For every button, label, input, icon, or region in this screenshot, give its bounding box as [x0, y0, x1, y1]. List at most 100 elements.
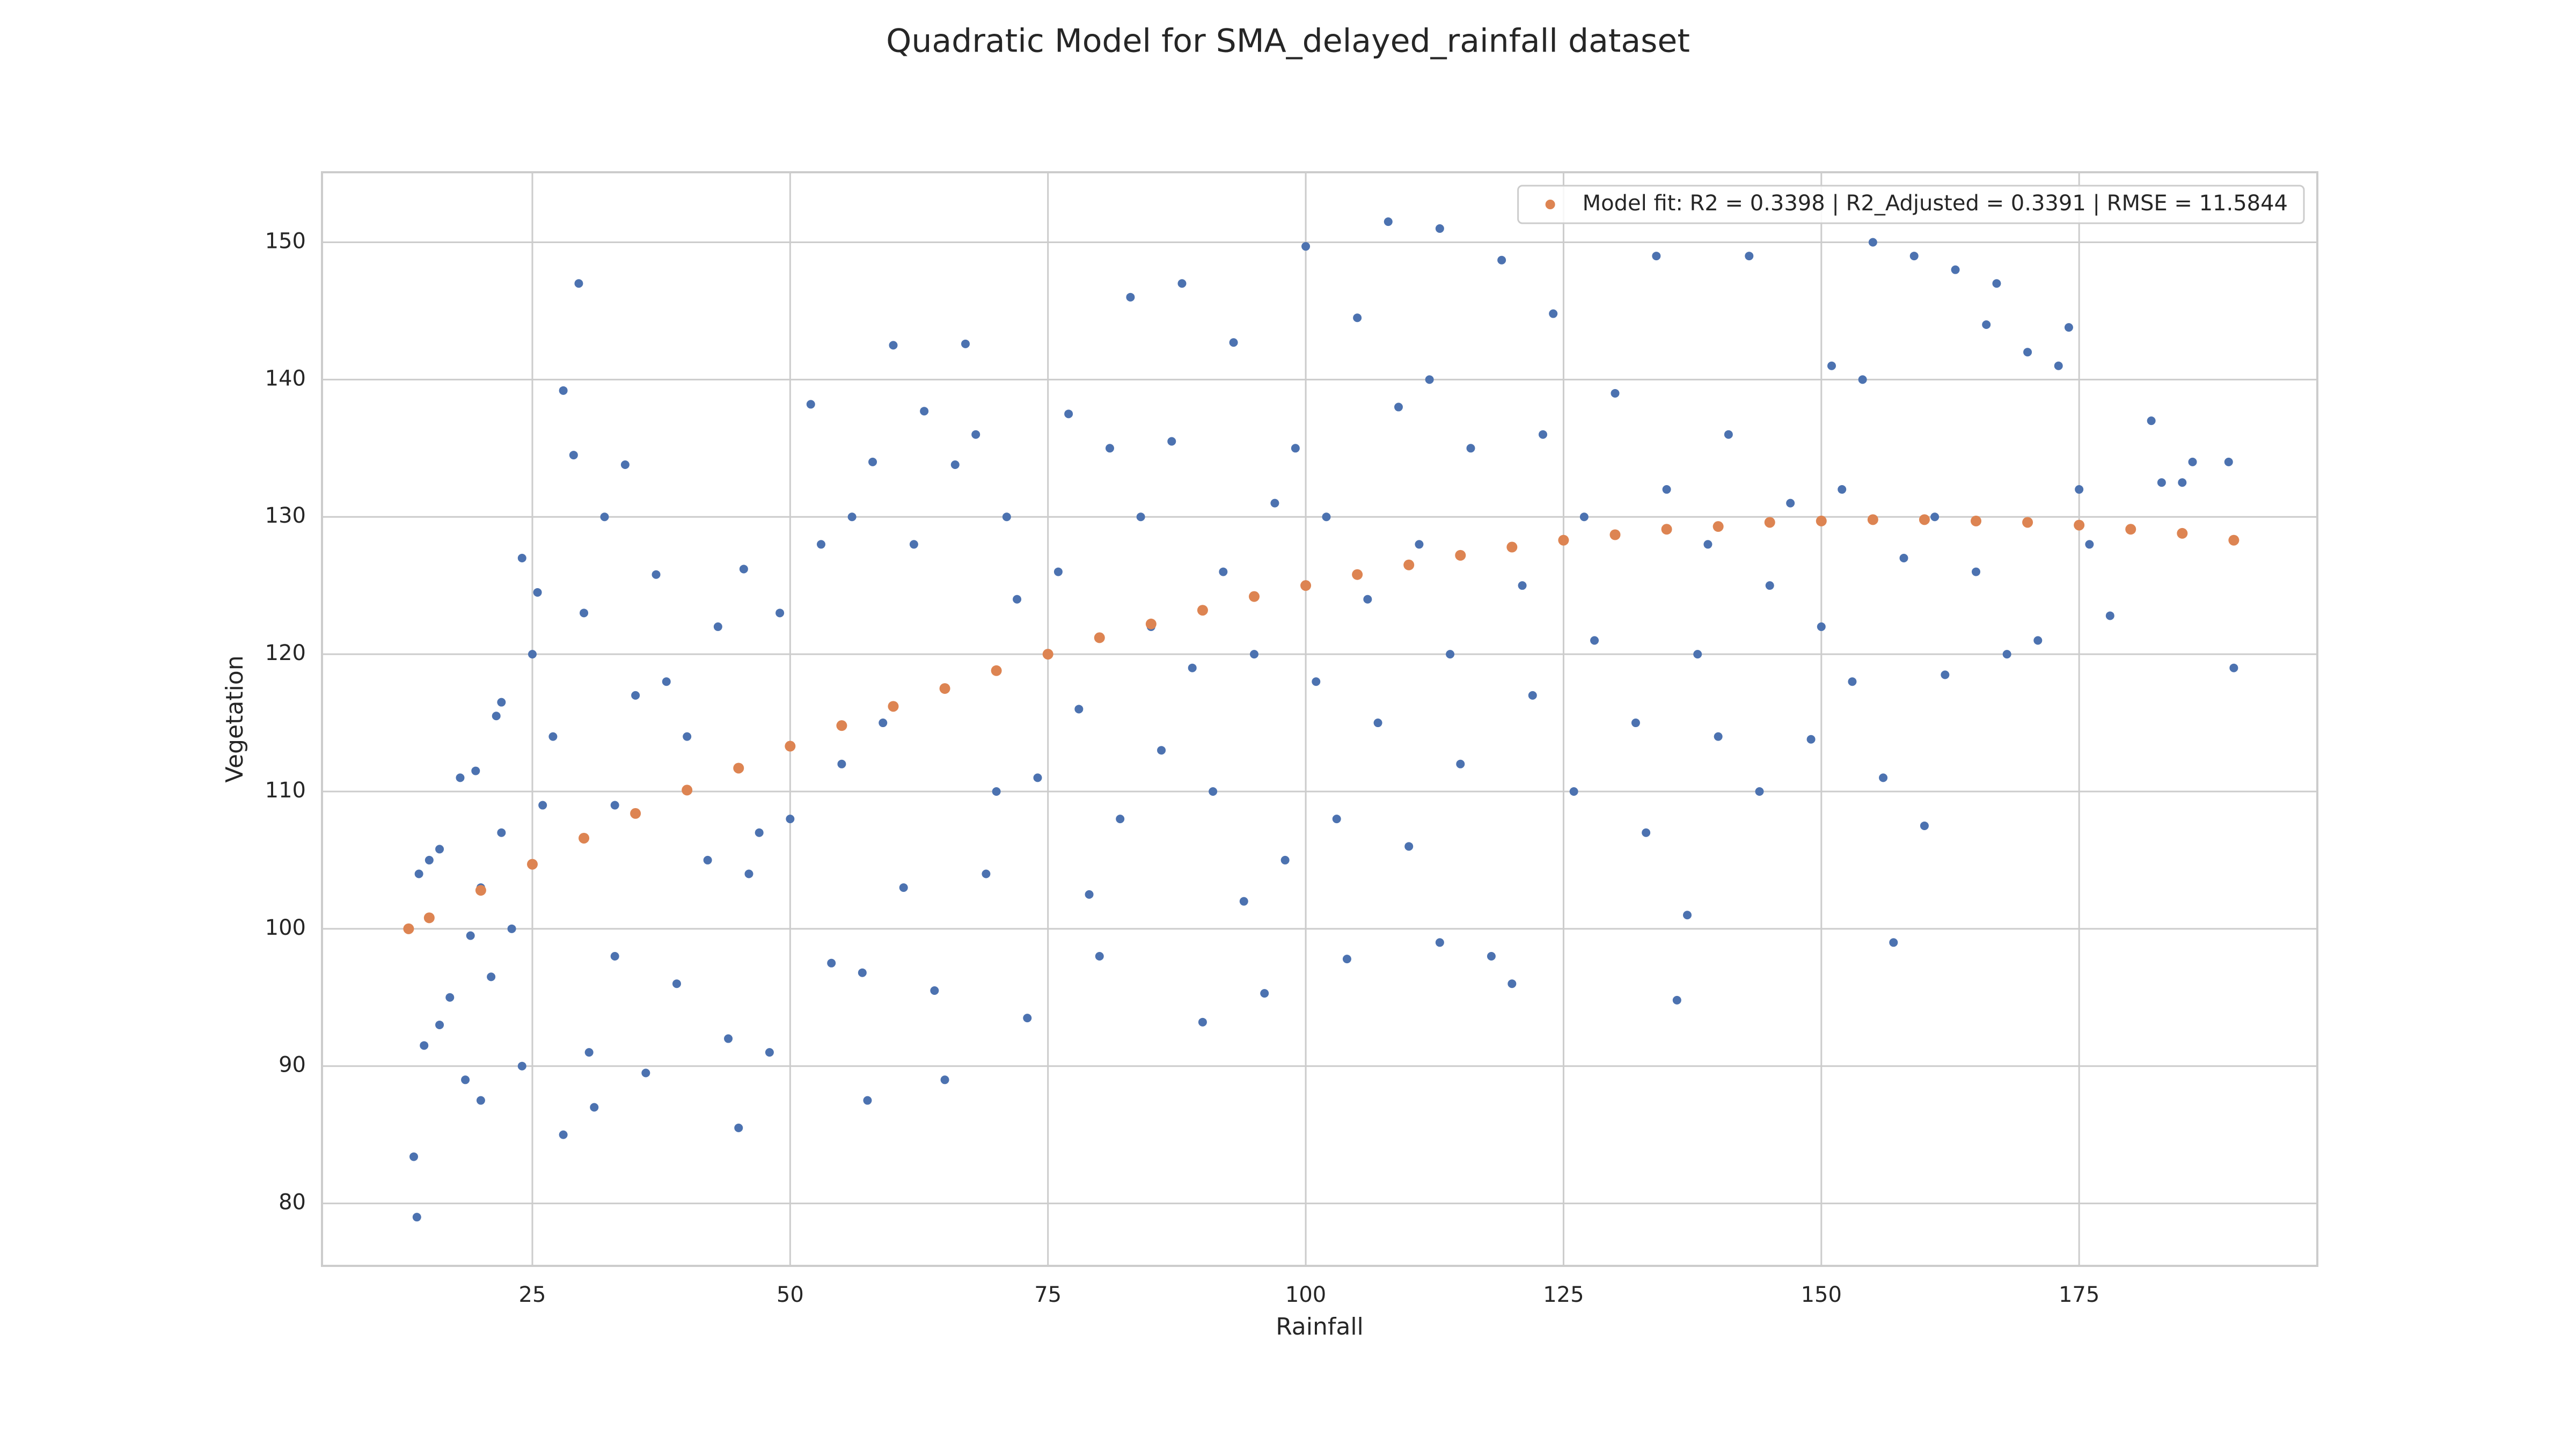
- series: [403, 514, 2240, 934]
- point: [1177, 279, 1187, 288]
- point: [1848, 677, 1857, 686]
- point: [858, 968, 867, 977]
- point: [2125, 524, 2136, 535]
- point: [2002, 650, 2011, 659]
- point: [1642, 828, 1651, 837]
- point: [1920, 821, 1929, 830]
- x-tick-label: 100: [1285, 1283, 1326, 1307]
- legend-label: Model fit: R2 = 0.3398 | R2_Adjusted = 0…: [1583, 191, 2288, 216]
- point: [1446, 650, 1455, 659]
- point: [1755, 787, 1764, 796]
- point: [1838, 485, 1847, 494]
- point: [786, 815, 795, 824]
- point: [1941, 670, 1950, 679]
- point: [662, 677, 671, 686]
- point: [1992, 279, 2001, 288]
- point: [713, 622, 722, 631]
- point: [559, 1130, 568, 1139]
- point: [487, 972, 496, 981]
- point: [847, 512, 857, 522]
- point: [2054, 361, 2063, 370]
- point: [672, 979, 681, 988]
- point: [2147, 416, 2156, 426]
- point: [930, 986, 939, 995]
- point: [1765, 581, 1774, 590]
- point: [775, 609, 785, 618]
- point: [476, 1096, 485, 1105]
- point: [559, 386, 568, 395]
- point: [1435, 938, 1444, 947]
- point: [940, 1075, 949, 1084]
- point: [950, 460, 960, 470]
- point: [909, 540, 918, 549]
- point: [785, 741, 796, 752]
- point: [409, 1152, 419, 1161]
- point: [579, 832, 590, 844]
- point: [2157, 478, 2166, 487]
- point: [1558, 534, 1569, 546]
- point: [1425, 375, 1434, 384]
- point: [1609, 529, 1621, 540]
- point: [1085, 890, 1094, 899]
- point: [1909, 252, 1919, 261]
- point: [1569, 787, 1578, 796]
- point: [1105, 444, 1114, 453]
- point: [1403, 559, 1415, 570]
- point: [538, 801, 547, 810]
- point: [1157, 746, 1166, 755]
- point: [2033, 636, 2043, 645]
- point: [1033, 773, 1042, 782]
- point: [425, 855, 434, 864]
- point: [631, 691, 640, 700]
- point: [574, 279, 583, 288]
- legend: Model fit: R2 = 0.3398 | R2_Adjusted = 0…: [1517, 185, 2305, 224]
- point: [1042, 649, 1053, 660]
- point: [1714, 732, 1723, 741]
- point: [1693, 650, 1702, 659]
- point: [1249, 650, 1258, 659]
- point: [1816, 515, 1827, 526]
- point: [682, 785, 693, 796]
- point: [1611, 389, 1620, 398]
- point: [1300, 580, 1312, 591]
- point: [517, 553, 526, 562]
- point: [961, 339, 970, 348]
- point: [584, 1048, 594, 1057]
- chart-title: Quadratic Model for SMA_delayed_rainfall…: [886, 23, 1690, 60]
- point: [1764, 517, 1775, 528]
- point: [1506, 541, 1518, 553]
- point: [1198, 1017, 1207, 1027]
- point: [2177, 527, 2188, 539]
- point: [528, 650, 537, 659]
- point: [1806, 735, 1816, 744]
- point: [1013, 595, 1022, 604]
- point: [703, 855, 712, 864]
- point: [733, 763, 744, 774]
- point: [1270, 499, 1279, 508]
- x-tick-label: 75: [1034, 1283, 1062, 1307]
- point: [1456, 759, 1465, 768]
- point: [652, 570, 661, 579]
- point: [868, 457, 877, 466]
- point: [1094, 632, 1105, 643]
- point: [1353, 313, 1362, 323]
- point: [2228, 534, 2240, 546]
- point: [2022, 517, 2033, 528]
- point: [1322, 512, 1331, 522]
- point: [889, 341, 898, 350]
- point: [837, 759, 846, 768]
- point: [1971, 515, 1982, 526]
- point: [475, 885, 486, 896]
- point: [1248, 591, 1260, 602]
- point: [492, 712, 501, 721]
- point: [1053, 567, 1063, 576]
- point: [1951, 265, 1960, 274]
- point: [1982, 320, 1991, 329]
- point: [1507, 979, 1517, 988]
- point: [641, 1068, 650, 1078]
- point: [1116, 815, 1125, 824]
- point: [1703, 540, 1713, 549]
- point: [2023, 348, 2032, 357]
- point: [1672, 995, 1681, 1005]
- point: [1579, 512, 1589, 522]
